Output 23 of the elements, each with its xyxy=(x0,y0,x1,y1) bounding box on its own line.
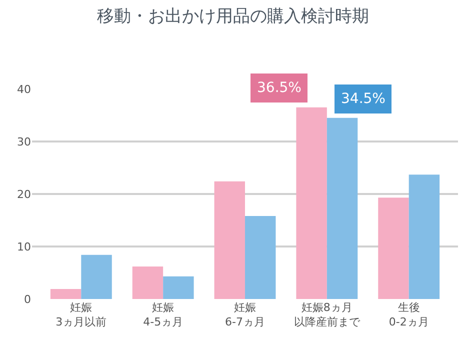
bar xyxy=(245,216,276,299)
y-tick-label: 20 xyxy=(17,188,31,201)
bar xyxy=(378,198,409,299)
bar xyxy=(408,174,440,299)
bar xyxy=(50,289,82,299)
y-tick-label: 10 xyxy=(17,240,31,254)
y-tick-label: 30 xyxy=(17,135,31,148)
bar xyxy=(326,118,358,299)
x-tick-label: 妊娠 3ヵ月以前 xyxy=(56,301,107,328)
x-tick-label: 妊娠 4-5ヵ月 xyxy=(143,301,184,328)
y-tick-label: 40 xyxy=(17,82,31,96)
x-tick-label: 生後 0-2ヵ月 xyxy=(388,301,429,328)
bar xyxy=(81,254,112,299)
x-tick-label: 妊娠8ヵ月以降産前まで xyxy=(294,301,361,328)
bar xyxy=(132,266,164,299)
annotation: 36.5% xyxy=(257,80,302,96)
bar xyxy=(214,181,245,299)
annotation: 34.5% xyxy=(341,91,386,107)
bar xyxy=(296,107,327,299)
bar xyxy=(163,276,194,299)
chart-title: 移動・お出かけ用品の購入検討時期 xyxy=(97,6,369,26)
x-tick-label: 妊娠 6-7ヵ月 xyxy=(225,301,265,328)
y-tick-label: 0 xyxy=(24,292,31,306)
